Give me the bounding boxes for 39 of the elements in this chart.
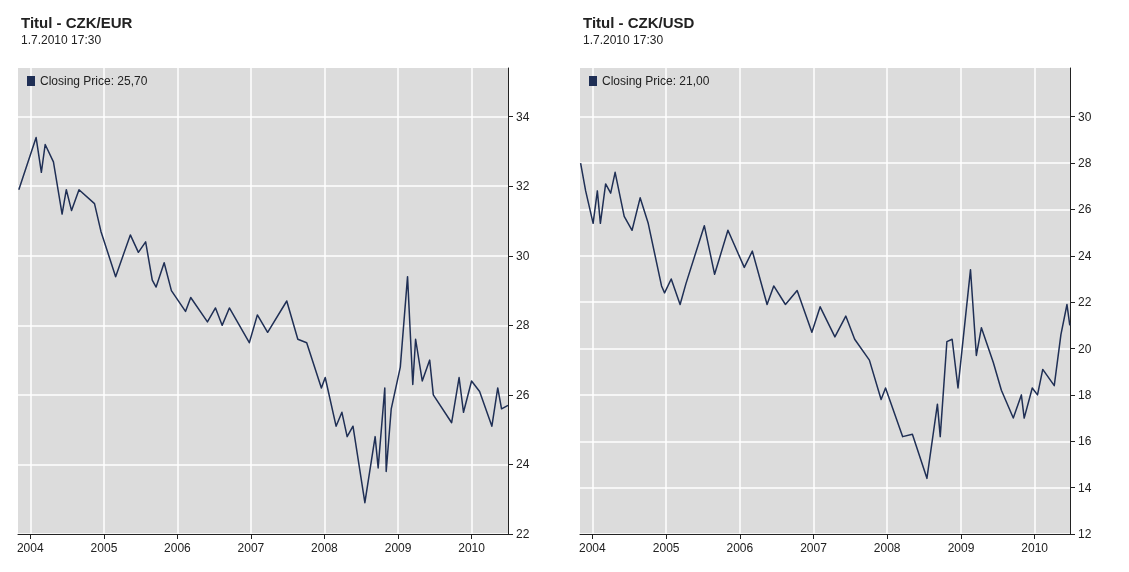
x-tick-label: 2009 <box>947 541 975 555</box>
y-tick-label: 28 <box>516 318 530 333</box>
y-tick-label: 26 <box>516 387 530 402</box>
y-tick-label: 34 <box>516 109 530 124</box>
chart-title: Titul - CZK/USD <box>583 14 695 31</box>
x-tick-label: 2004 <box>578 541 606 555</box>
legend-label: Closing Price: 21,00 <box>602 74 710 88</box>
y-tick-label: 26 <box>1078 202 1092 217</box>
line-series <box>18 136 509 504</box>
y-tick-label: 12 <box>1078 527 1092 541</box>
x-tick-label: 2010 <box>1021 541 1049 555</box>
y-tick-label: 14 <box>1078 480 1092 495</box>
chart-subtitle: 1.7.2010 17:30 <box>583 33 664 47</box>
y-tick-label: 18 <box>1078 387 1092 402</box>
y-tick-label: 32 <box>516 179 530 194</box>
y-tick-label: 28 <box>1078 156 1092 171</box>
x-tick-label: 2006 <box>726 541 754 555</box>
x-tick-label: 2009 <box>384 541 412 555</box>
y-tick-label: 30 <box>516 248 530 263</box>
x-tick-label: 2007 <box>800 541 828 555</box>
y-tick-label: 22 <box>1078 295 1092 310</box>
y-tick-label: 24 <box>516 457 530 472</box>
y-tick-label: 22 <box>516 527 530 541</box>
y-tick-label: 24 <box>1078 248 1092 263</box>
line-series <box>579 162 1071 480</box>
x-tick-label: 2007 <box>237 541 265 555</box>
chart-subtitle: 1.7.2010 17:30 <box>21 33 102 47</box>
x-tick-label: 2008 <box>873 541 901 555</box>
y-tick-label: 30 <box>1078 109 1092 124</box>
x-tick-label: 2006 <box>164 541 192 555</box>
x-tick-label: 2008 <box>311 541 339 555</box>
x-tick-label: 2010 <box>458 541 486 555</box>
x-tick-label: 2005 <box>652 541 680 555</box>
y-tick-label: 20 <box>1078 341 1092 356</box>
x-tick-label: 2005 <box>90 541 118 555</box>
x-tick-label: 2004 <box>16 541 44 555</box>
legend-label: Closing Price: 25,70 <box>40 74 148 88</box>
y-tick-label: 16 <box>1078 434 1092 449</box>
chart-title: Titul - CZK/EUR <box>21 14 133 31</box>
